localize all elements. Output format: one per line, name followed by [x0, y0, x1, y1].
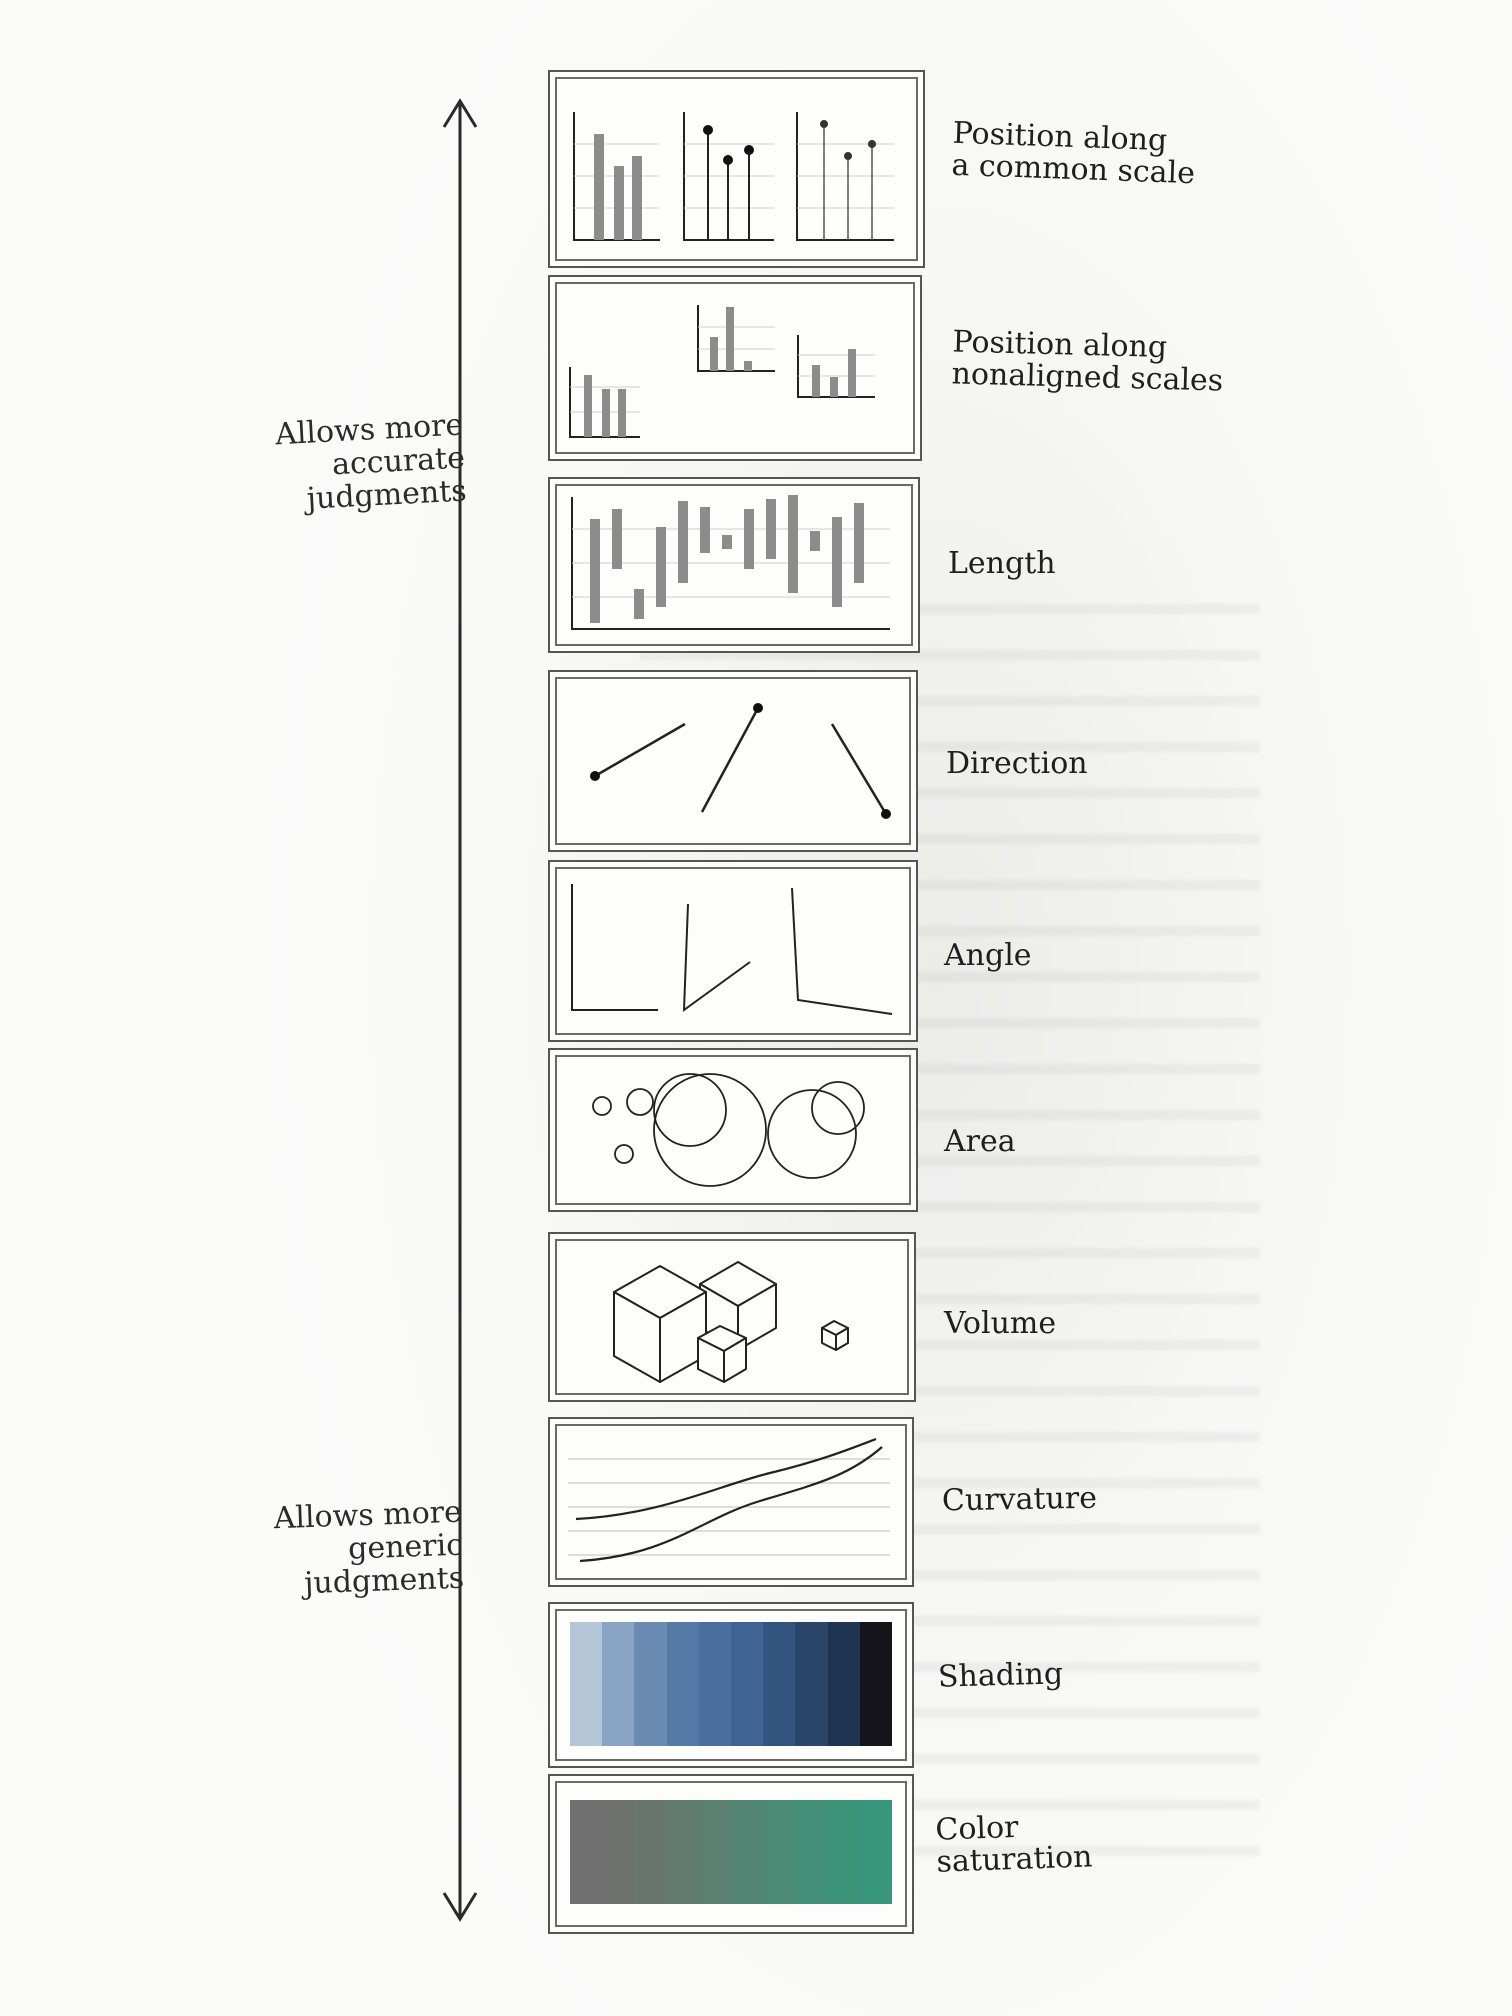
shading-swatch-4 [666, 1622, 699, 1746]
saturation-swatch-1 [570, 1800, 603, 1904]
saturation-swatch-10 [859, 1800, 893, 1904]
shading-swatch-1 [570, 1622, 603, 1746]
shading-swatch-2 [602, 1622, 635, 1746]
label-area: Area [944, 1124, 1016, 1159]
shading-swatch-6 [731, 1622, 764, 1746]
shading-swatch-10 [859, 1622, 893, 1746]
label-length: Length [948, 546, 1056, 581]
shading-swatch-strip [570, 1622, 893, 1746]
saturation-swatch-6 [731, 1800, 764, 1904]
saturation-swatch-2 [602, 1800, 635, 1904]
saturation-swatch-3 [634, 1800, 667, 1904]
panel-direction [548, 670, 918, 852]
shading-swatch-3 [634, 1622, 667, 1746]
saturation-swatch-4 [666, 1800, 699, 1904]
panel-angle [548, 860, 918, 1042]
label-position-common-scale: Position along a common scale [950, 115, 1196, 192]
shading-swatch-5 [698, 1622, 732, 1746]
panel-shading [548, 1602, 914, 1768]
area-figure [592, 1073, 865, 1187]
panel-volume [548, 1232, 916, 1402]
position-nonaligned-figure [569, 305, 875, 438]
label-direction: Direction [946, 746, 1088, 781]
panel-color-saturation [548, 1774, 914, 1934]
label-angle: Angle [944, 938, 1032, 973]
saturation-swatch-7 [763, 1800, 796, 1904]
label-curvature: Curvature [941, 1480, 1098, 1519]
panel-curvature [548, 1417, 914, 1587]
panel-area [548, 1048, 918, 1212]
length-figure [571, 495, 890, 630]
saturation-swatch-9 [827, 1800, 860, 1904]
shading-swatch-8 [795, 1622, 828, 1746]
label-color-saturation: Color saturation [934, 1809, 1094, 1880]
shading-swatch-7 [763, 1622, 796, 1746]
accurate-judgments-label: Allows more accurate judgments [274, 407, 468, 517]
saturation-swatch-8 [795, 1800, 828, 1904]
shading-swatch-9 [827, 1622, 860, 1746]
curvature-figure [568, 1437, 890, 1563]
label-shading: Shading [937, 1656, 1064, 1695]
panel-length [548, 477, 920, 653]
label-volume: Volume [944, 1306, 1057, 1341]
saturation-swatch-5 [698, 1800, 732, 1904]
accuracy-scale-arrow [442, 98, 478, 1922]
label-position-nonaligned-scales: Position along nonaligned scales [951, 324, 1224, 399]
generic-judgments-label: Allows more generic judgments [273, 1494, 465, 1602]
angle-figure [571, 884, 893, 1015]
saturation-swatch-strip [570, 1800, 893, 1904]
direction-figure [590, 703, 891, 819]
panel-position-nonaligned-scales [548, 275, 922, 461]
panel-position-common-scale [548, 70, 925, 268]
volume-figure [613, 1261, 849, 1383]
position-common-figure [573, 112, 894, 241]
